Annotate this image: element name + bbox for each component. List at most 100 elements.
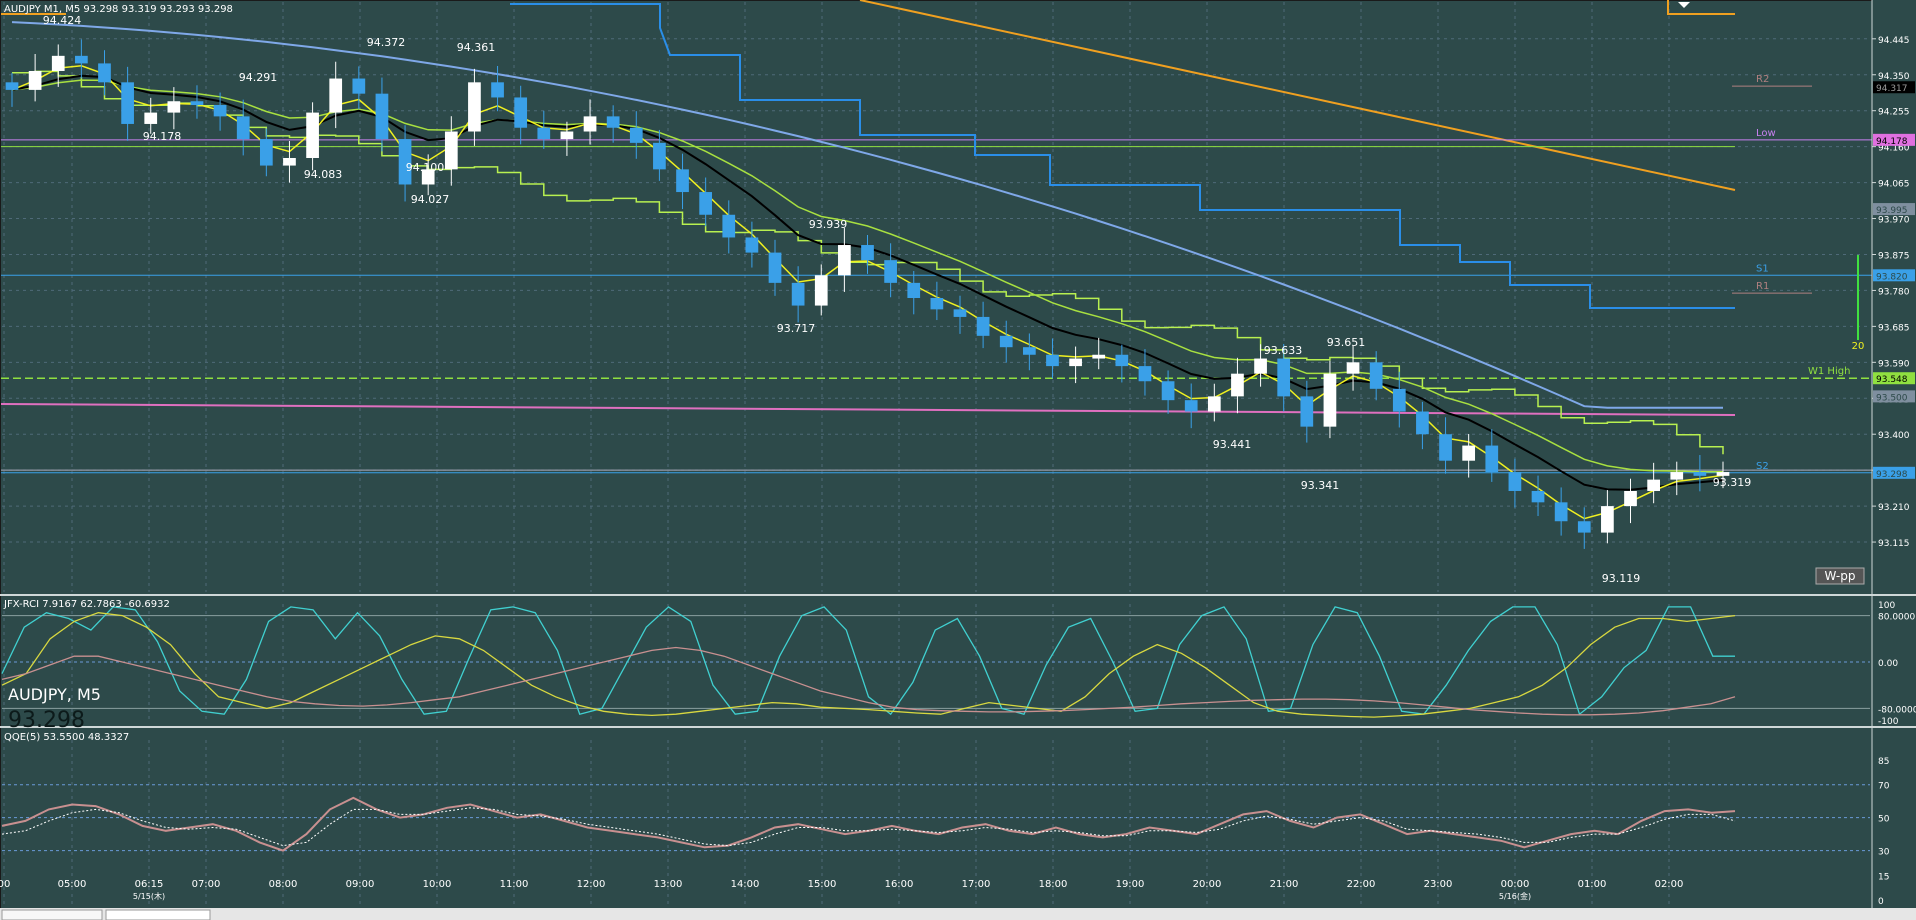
price-annotations: 94.424 94.372 94.361 94.291 94.178 94.083 94.1… — [43, 14, 1752, 585]
candle — [1647, 462, 1660, 504]
candle-body — [560, 131, 574, 140]
price-annotation: 94.083 — [304, 168, 343, 181]
qqe-y-tick-label: 15 — [1878, 872, 1889, 882]
candle — [1207, 383, 1221, 422]
candle — [1138, 349, 1152, 396]
candle — [1392, 371, 1406, 428]
candle — [583, 99, 597, 145]
level-label: Low — [1756, 128, 1776, 139]
candle-body — [1184, 400, 1198, 412]
y-tick-label: 93.210 — [1878, 503, 1910, 513]
x-tick-label: 21:00 — [1270, 879, 1299, 890]
rci-y-tick-label: -100 — [1878, 717, 1899, 727]
tab-2[interactable] — [105, 909, 211, 920]
w-pp-button[interactable]: W-pp — [1815, 567, 1865, 585]
candle-body — [676, 169, 689, 193]
candle-body — [1392, 388, 1406, 412]
qqe-panel[interactable] — [1, 728, 1872, 908]
price-annotation: 94.372 — [367, 36, 406, 49]
ema-slow-line — [11, 79, 1723, 473]
candle — [375, 77, 389, 152]
candle-body — [1254, 358, 1267, 374]
candle-body — [768, 252, 782, 283]
candle — [653, 129, 666, 181]
qqe-y-tick-label: 70 — [1878, 782, 1890, 792]
candle-body — [398, 139, 412, 185]
y-tick-label: 93.780 — [1878, 287, 1910, 297]
candle — [1508, 458, 1522, 508]
candle-body — [1323, 373, 1337, 427]
candle-body — [1046, 354, 1059, 367]
candle — [791, 266, 805, 323]
candle-body — [421, 169, 435, 185]
rci-panel[interactable] — [1, 596, 1872, 726]
candle — [491, 65, 504, 112]
price-tag — [1873, 133, 1915, 146]
candle — [1369, 351, 1383, 401]
candle — [629, 111, 643, 159]
x-tick-label: 10:00 — [423, 879, 452, 890]
y-tick-label: 93.875 — [1878, 251, 1910, 261]
candle — [814, 264, 828, 316]
candle-body — [167, 101, 181, 113]
y-tick-label: 94.255 — [1878, 108, 1910, 118]
candle — [953, 295, 967, 334]
date-label: 5/15(木) — [133, 891, 165, 901]
candle-body — [213, 105, 227, 117]
candle — [676, 153, 689, 210]
price-annotation: 94.361 — [457, 41, 496, 54]
date-label: 5/16(金) — [1499, 891, 1531, 901]
candle-body — [1716, 472, 1730, 476]
candle — [1554, 487, 1568, 536]
x-tick-label: 05:00 — [58, 879, 87, 890]
candle — [1439, 417, 1452, 474]
candle — [468, 68, 481, 146]
y-tick-label: 93.590 — [1878, 359, 1910, 369]
candle-body — [28, 70, 42, 90]
x-tick-label: 06:15 — [135, 879, 164, 890]
x-tick-label: 01:00 — [1578, 879, 1607, 890]
candle-body — [1231, 373, 1244, 397]
candle-body — [491, 82, 504, 98]
candle — [1624, 478, 1637, 524]
x-tick-label: 00:00 — [1501, 879, 1530, 890]
rci-lines — [1, 606, 1736, 718]
price-annotation: 94.424 — [43, 14, 82, 27]
candle — [75, 39, 88, 79]
sma-long-line — [11, 21, 1723, 409]
price-annotation: 94.027 — [411, 193, 450, 206]
x-tick-label: 13:00 — [654, 879, 683, 890]
candle-body — [259, 139, 273, 166]
y-tick-label: 93.970 — [1878, 216, 1910, 226]
tab-1[interactable] — [1, 909, 103, 920]
candle — [121, 66, 134, 141]
chart-header: AUDJPY M1, M5 93.298 93.319 93.293 93.29… — [4, 4, 233, 15]
qqe-y-tick-label: 0 — [1878, 897, 1884, 907]
w-pp-label: W-pp — [1825, 569, 1856, 583]
candle-body — [699, 192, 713, 215]
candle-body — [1670, 472, 1684, 480]
candle — [190, 85, 204, 119]
price-annotation: 94.291 — [239, 71, 278, 84]
x-tick-label: 08:00 — [269, 879, 298, 890]
candle-body — [976, 316, 990, 336]
candle-body — [953, 309, 967, 317]
candle — [1323, 360, 1337, 439]
price-annotation: 93.319 — [1713, 476, 1752, 489]
candle — [976, 301, 990, 349]
rci-series-line — [1, 612, 1736, 718]
candle — [1577, 507, 1591, 549]
candle-body — [1416, 411, 1429, 435]
candle — [167, 87, 181, 130]
price-annotation: 93.939 — [809, 218, 848, 231]
x-tick-label: 17:00 — [962, 879, 991, 890]
rci-y-tick-label: 100 — [1878, 601, 1895, 611]
candle — [1184, 383, 1198, 429]
price-axis[interactable] — [1872, 0, 1916, 920]
candle — [51, 44, 65, 87]
candle — [745, 221, 759, 268]
candle-body — [1138, 366, 1152, 382]
candle-body — [1369, 362, 1383, 389]
